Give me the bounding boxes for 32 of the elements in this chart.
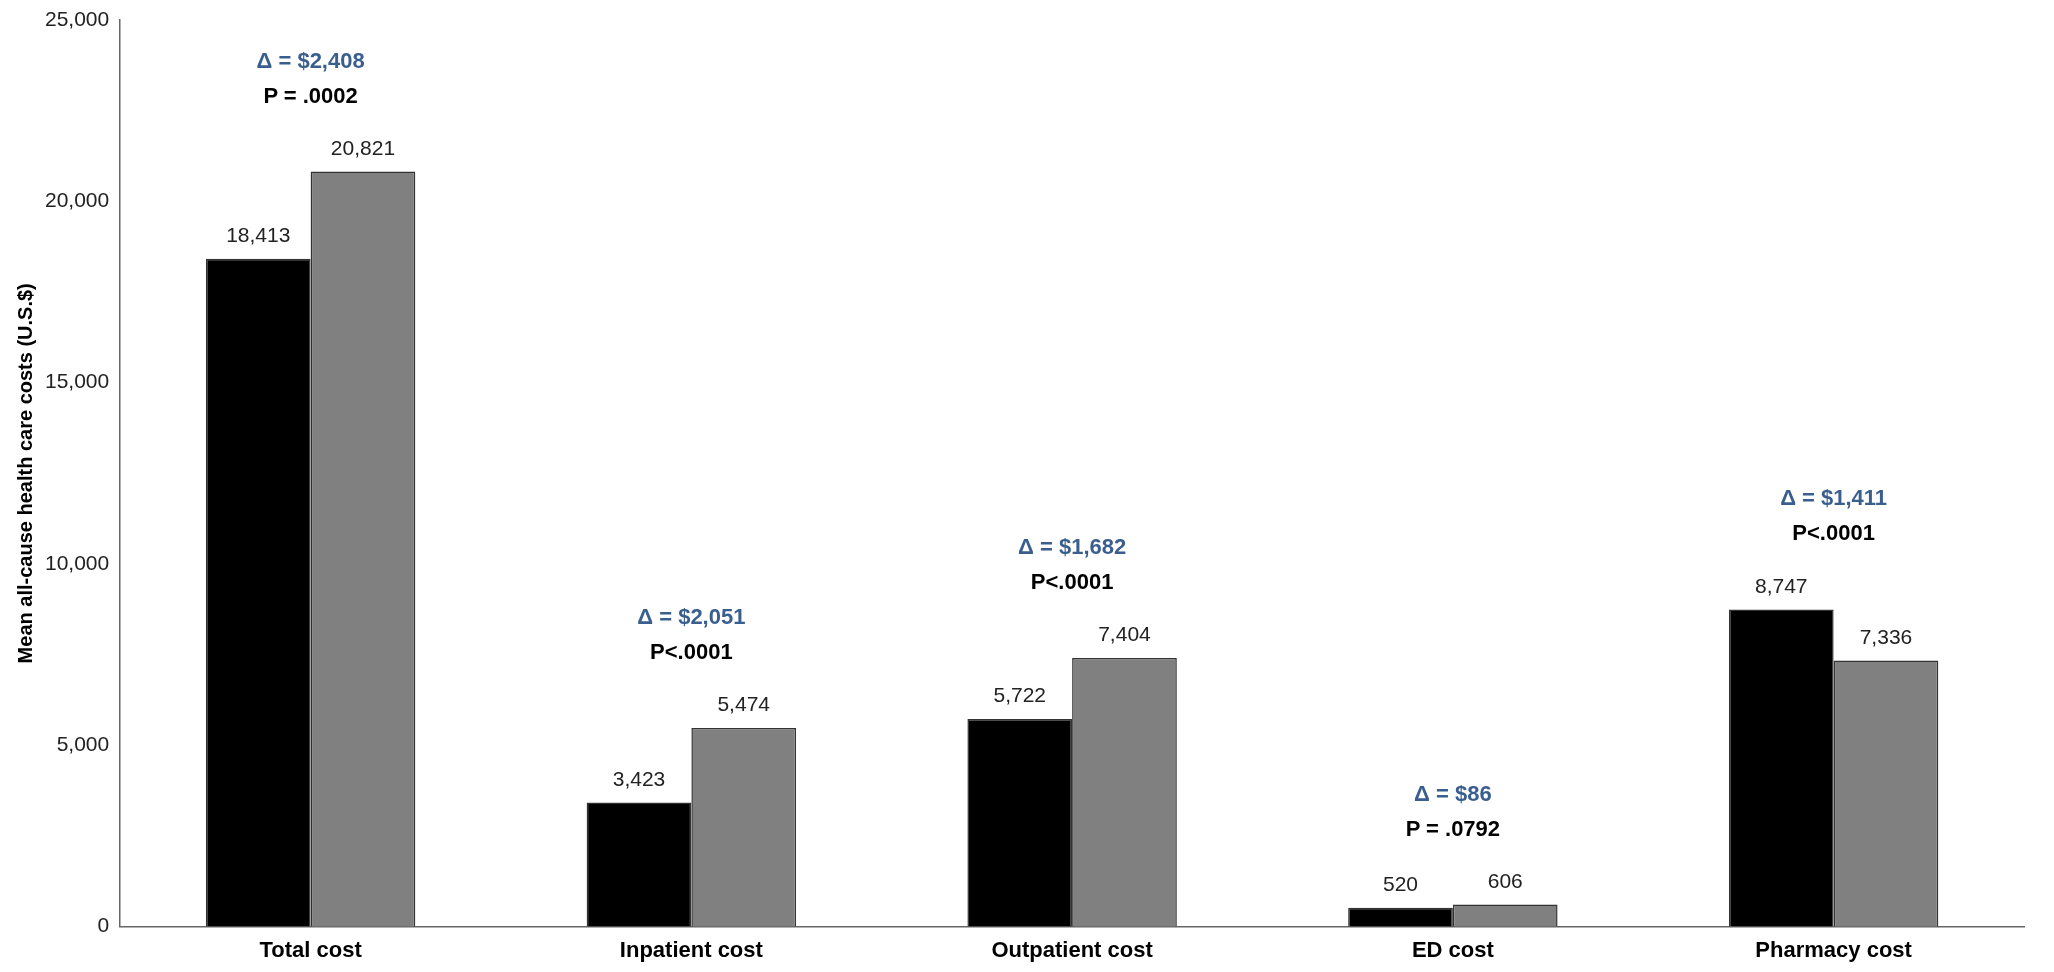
data-label: 20,821 xyxy=(330,135,396,159)
data-label: 606 xyxy=(1487,868,1523,892)
annotation: Δ = $2,408 xyxy=(256,47,365,73)
y-tick-label: 5,000 xyxy=(56,732,110,756)
data-label: 5,722 xyxy=(993,683,1047,707)
y-tick-label: 25,000 xyxy=(45,6,110,30)
annotation: Δ = $1,682 xyxy=(1018,534,1127,560)
data-label: 7,336 xyxy=(1859,624,1913,648)
y-tick-label: 15,000 xyxy=(45,369,110,393)
annotation: P<.0001 xyxy=(1030,569,1114,595)
data-label: 520 xyxy=(1382,872,1419,896)
data-label: 7,404 xyxy=(1098,622,1152,646)
data-label: 5,474 xyxy=(717,692,771,716)
data-label: 8,747 xyxy=(1754,573,1808,597)
annotation: P<.0001 xyxy=(650,639,733,665)
data-label: 3,423 xyxy=(612,766,666,790)
annotation: Δ = $2,051 xyxy=(637,604,746,630)
y-axis-title: Mean all-cause health care costs (U.S.$) xyxy=(13,283,36,664)
x-tick-label: Total cost xyxy=(259,936,363,962)
data-label: 18,413 xyxy=(226,223,291,247)
annotation: P = .0792 xyxy=(1405,815,1501,841)
x-tick-label: Inpatient cost xyxy=(619,936,764,962)
y-tick-label: 20,000 xyxy=(45,188,110,212)
x-tick-label: Outpatient cost xyxy=(991,936,1154,962)
annotation: P<.0001 xyxy=(1792,520,1875,546)
y-tick-label: 10,000 xyxy=(45,550,110,574)
x-tick-label: ED cost xyxy=(1411,936,1495,962)
annotation: Δ = $1,411 xyxy=(1780,485,1888,511)
x-tick-label: Pharmacy cost xyxy=(1755,936,1913,962)
annotation: Δ = $86 xyxy=(1414,780,1492,806)
annotation: P = .0002 xyxy=(263,82,358,108)
y-tick-label: 0 xyxy=(97,913,110,937)
